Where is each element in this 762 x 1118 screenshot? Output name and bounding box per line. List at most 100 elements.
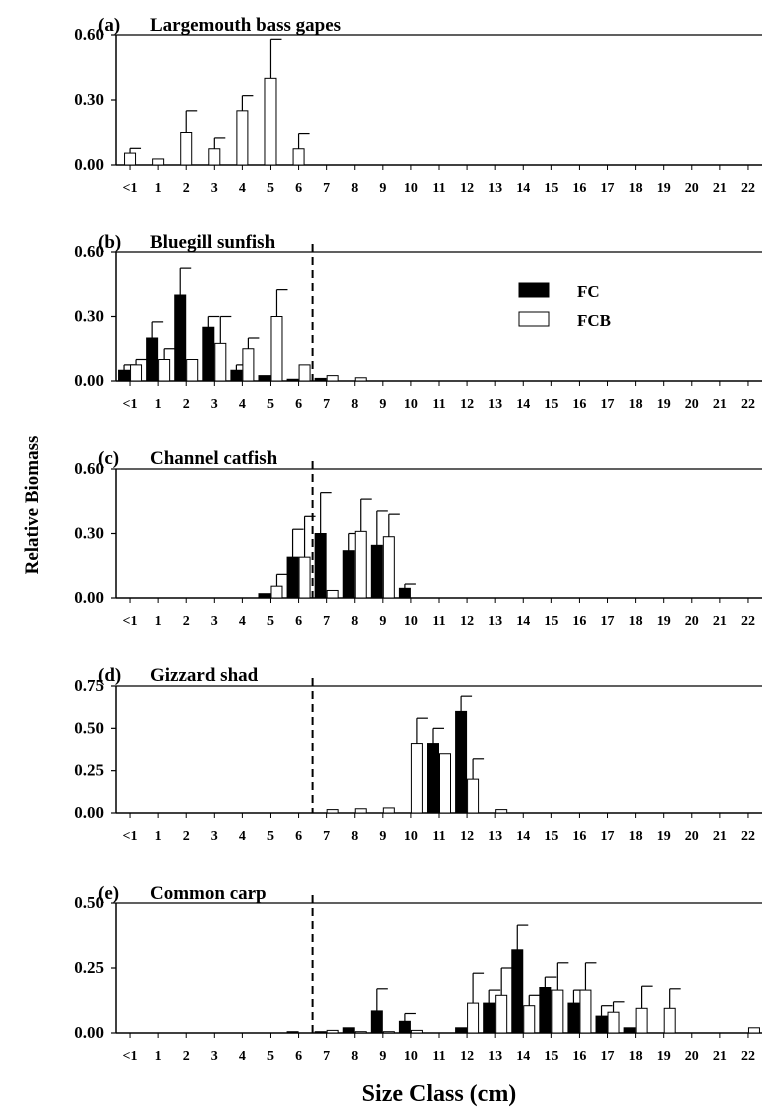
x-tick-label: 15 [544, 614, 558, 629]
x-tick-label: 22 [741, 829, 755, 844]
x-tick-label: 22 [741, 1049, 755, 1064]
y-tick-label: 0.50 [74, 893, 104, 912]
fc-bar [398, 587, 411, 599]
y-tick-label: 0.00 [74, 155, 104, 174]
y-tick-label: 0.75 [74, 676, 104, 695]
x-tick-label: 6 [295, 829, 302, 844]
x-tick-label: 18 [629, 1049, 643, 1064]
x-tick-label: 21 [713, 829, 727, 844]
x-tick-label: 12 [460, 1049, 474, 1064]
x-tick-label: 14 [516, 614, 530, 629]
x-tick-label: 2 [183, 397, 190, 412]
legend-fc-swatch [518, 282, 550, 298]
x-tick-label: <1 [123, 397, 138, 412]
fcb-bar [292, 148, 305, 166]
x-tick-label: 4 [239, 829, 246, 844]
x-tick-label: 12 [460, 181, 474, 196]
x-tick-label: 19 [657, 829, 671, 844]
x-tick-label: 21 [713, 397, 727, 412]
fcb-bar [410, 1029, 423, 1034]
fcb-bar [124, 152, 137, 166]
x-tick-label: 16 [572, 1049, 586, 1064]
x-tick-label: 13 [488, 397, 502, 412]
fcb-bar [747, 1027, 760, 1034]
x-tick-label: 6 [295, 614, 302, 629]
fc-bar [314, 533, 327, 599]
x-tick-label: 2 [183, 181, 190, 196]
x-tick-label: 11 [432, 1049, 445, 1064]
panel-label: (a) [98, 15, 120, 36]
fc-bar [455, 710, 468, 814]
x-tick-label: <1 [123, 614, 138, 629]
fcb-bar [326, 375, 339, 382]
fcb-bar [158, 359, 171, 382]
fcb-bar [298, 364, 311, 382]
x-tick-label: 18 [629, 397, 643, 412]
fc-bar [370, 1010, 383, 1034]
fc-bar [286, 378, 299, 382]
x-tick-label: 7 [323, 181, 330, 196]
x-tick-label: 3 [211, 829, 218, 844]
y-tick-label: 0.25 [74, 958, 104, 977]
fcb-bar [354, 530, 367, 599]
x-tick-label: 11 [432, 829, 445, 844]
x-tick-label: 16 [572, 397, 586, 412]
x-tick-label: 6 [295, 181, 302, 196]
fc-bar [202, 326, 215, 382]
fcb-bar [523, 1005, 536, 1034]
x-tick-label: 17 [601, 829, 615, 844]
x-tick-label: 13 [488, 1049, 502, 1064]
y-tick-label: 0.50 [74, 718, 104, 737]
x-tick-label: 10 [404, 181, 418, 196]
x-tick-label: 15 [544, 181, 558, 196]
fcb-bar [579, 989, 592, 1034]
y-tick-label: 0.30 [74, 90, 104, 109]
x-tick-label: 2 [183, 829, 190, 844]
x-tick-label: 21 [713, 1049, 727, 1064]
fcb-bar [264, 77, 277, 166]
y-tick-label: 0.60 [74, 242, 104, 261]
x-tick-label: 11 [432, 614, 445, 629]
fc-bar [286, 556, 299, 599]
x-tick-label: 15 [544, 1049, 558, 1064]
y-tick-label: 0.60 [74, 459, 104, 478]
fcb-bar [236, 110, 249, 166]
x-tick-label: <1 [123, 181, 138, 196]
x-tick-label: 22 [741, 181, 755, 196]
panel-title: Bluegill sunfish [150, 232, 276, 253]
legend-fc-label: FC [577, 282, 600, 301]
fcb-bar [467, 778, 480, 814]
y-tick-label: 0.30 [74, 307, 104, 326]
x-tick-label: 10 [404, 397, 418, 412]
fcb-bar [635, 1007, 648, 1034]
panel-1: 0.000.300.60<1 1 2 3 4 5 6 7 8 9 10 11 12 13 14 15 16 17 1… [74, 232, 762, 412]
fc-bar [230, 369, 243, 382]
x-tick-label: 2 [183, 1049, 190, 1064]
fc-bar [595, 1015, 608, 1034]
fc-bar [427, 743, 439, 814]
y-tick-label: 0.00 [74, 588, 104, 607]
fcb-bar [495, 809, 508, 814]
x-tick-label: 19 [657, 614, 671, 629]
fcb-bar [214, 342, 227, 382]
fcb-bar [467, 1002, 480, 1034]
fcb-bar [495, 994, 508, 1034]
fc-bar [174, 294, 187, 382]
x-tick-label: 1 [155, 397, 162, 412]
x-tick-label: 7 [323, 397, 330, 412]
fcb-bar [354, 808, 367, 814]
fc-bar [483, 1002, 496, 1034]
fcb-bar [208, 148, 221, 166]
panel-title: Largemouth bass gapes [150, 15, 341, 36]
fc-bar [370, 544, 383, 599]
x-tick-label: 2 [183, 614, 190, 629]
fcb-bar [663, 1007, 676, 1034]
x-tick-label: 16 [572, 829, 586, 844]
x-tick-label: 4 [239, 614, 246, 629]
x-tick-label: 3 [211, 1049, 218, 1064]
x-tick-label: 6 [295, 1049, 302, 1064]
x-tick-label: 14 [516, 181, 530, 196]
x-tick-label: 14 [516, 397, 530, 412]
panel-label: (e) [98, 883, 119, 904]
x-tick-label: 7 [323, 614, 330, 629]
